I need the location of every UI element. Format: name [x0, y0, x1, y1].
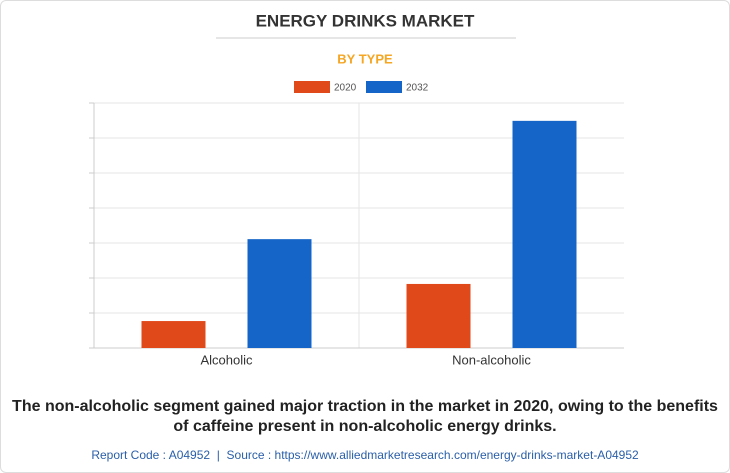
- x-tick-label: Non-alcoholic: [452, 352, 531, 367]
- legend-swatch: [366, 81, 402, 93]
- bar: [247, 239, 312, 348]
- caption: The non-alcoholic segment gained major t…: [12, 398, 718, 435]
- legend-label: 2020: [334, 83, 357, 94]
- bar: [512, 120, 577, 348]
- bar: [406, 283, 471, 348]
- chart-title: ENERGY DRINKS MARKET: [256, 11, 475, 30]
- legend-label: 2032: [406, 83, 429, 94]
- bar: [141, 321, 206, 348]
- x-tick-label: Alcoholic: [200, 352, 253, 367]
- chart-subtitle: BY TYPE: [337, 51, 393, 66]
- legend-swatch: [294, 81, 330, 93]
- footer: Report Code : A04952 | Source : https://…: [91, 448, 639, 462]
